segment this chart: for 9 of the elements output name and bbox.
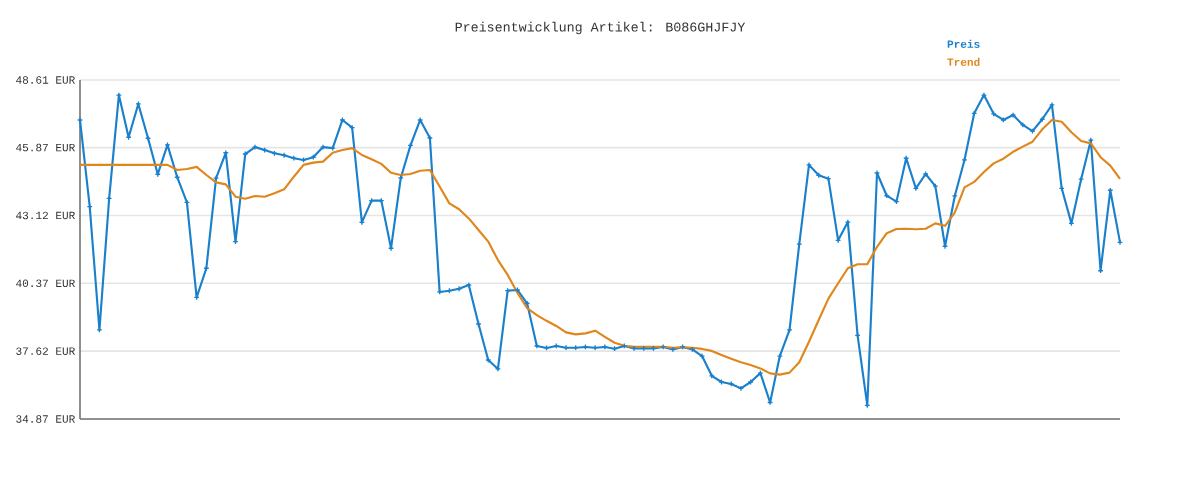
y-tick-label: 37.62 EUR bbox=[16, 347, 75, 355]
chart-title: Preisentwicklung Artikel: B086GHJFJY bbox=[455, 21, 746, 35]
text: Preis bbox=[947, 39, 980, 48]
y-tick-label: 34.87 EUR bbox=[16, 415, 75, 423]
y-tick-label: 45.87 EUR bbox=[16, 143, 75, 152]
text: Trend bbox=[947, 57, 980, 66]
y-tick-label: 40.37 EUR bbox=[16, 279, 75, 288]
y-tick-label: 48.61 EUR bbox=[16, 76, 75, 84]
y-tick-label: 43.12 EUR bbox=[16, 211, 75, 220]
